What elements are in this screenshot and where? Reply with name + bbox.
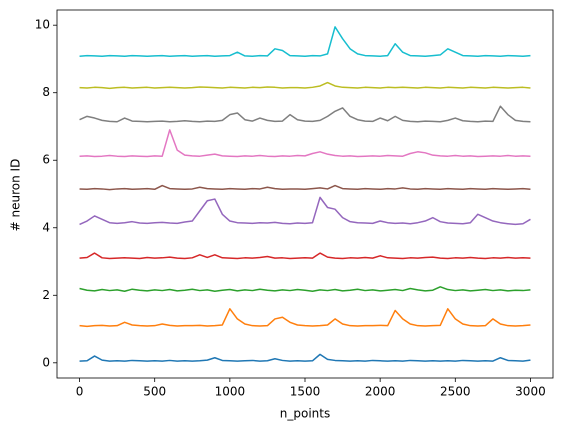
series-line [79,308,531,328]
series-line [79,184,531,191]
y-tick-label: 10 [35,18,50,32]
x-axis-label: n_points [280,407,330,421]
y-axis-label: # neuron ID [9,159,23,232]
series-line [79,252,531,260]
y-tick-label: 8 [42,85,50,99]
x-tick-label: 3000 [515,385,546,399]
y-tick-label: 6 [42,153,50,167]
x-tick-label: 2500 [440,385,471,399]
series-line [79,196,531,226]
x-tick-label: 1000 [215,385,246,399]
x-tick-label: 0 [76,385,84,399]
series-line [79,26,531,57]
y-tick-label: 4 [42,220,50,234]
y-tick-label: 0 [42,355,50,369]
y-tick-label: 2 [42,288,50,302]
series-line [79,286,531,292]
x-tick-label: 500 [143,385,166,399]
x-tick-label: 2000 [365,385,396,399]
x-tick-label: 1500 [290,385,321,399]
series-line [79,81,531,90]
series-line [79,129,531,158]
plot-frame [56,9,554,379]
series-line [79,353,531,362]
series-line [79,105,531,123]
